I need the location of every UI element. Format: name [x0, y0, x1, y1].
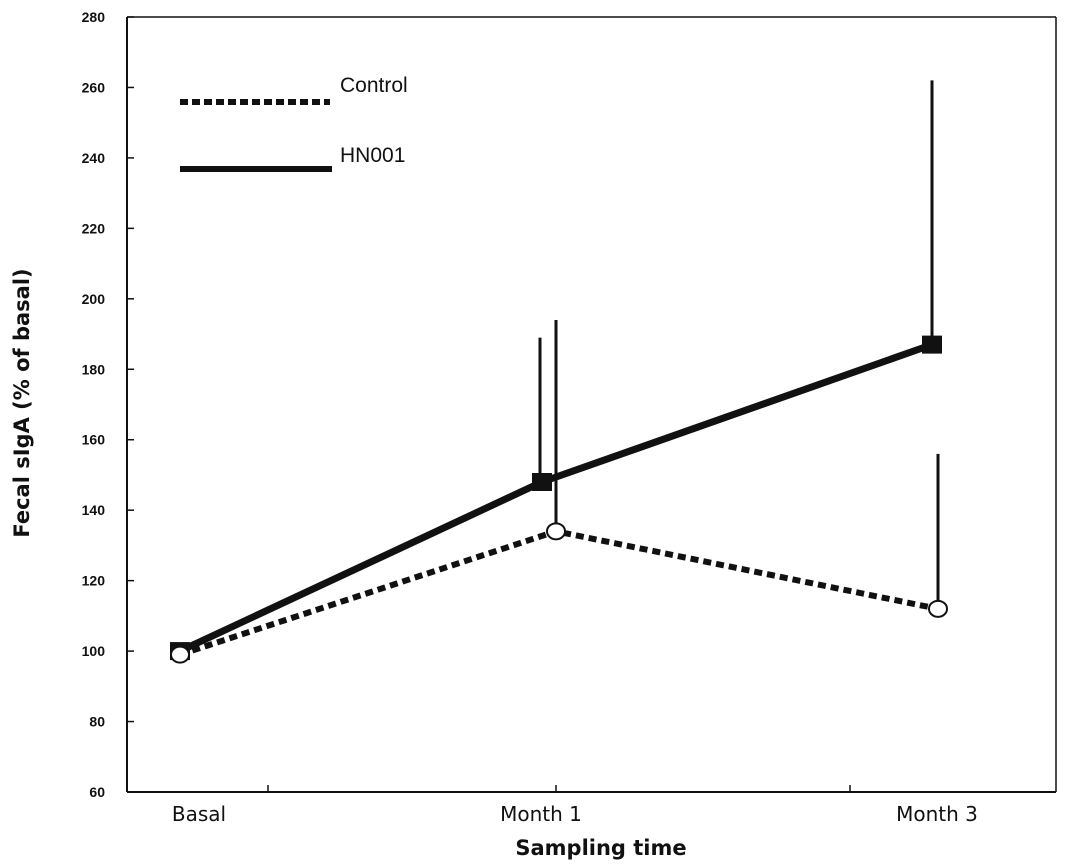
y-tick-label: 180 [82, 361, 106, 377]
x-axis-title: Sampling time [515, 836, 686, 860]
x-tick-label: Basal [172, 802, 226, 826]
axis-ticks: 60 80 100 120 140 160 180 200 220 240 260 280 Basal M… [82, 9, 978, 826]
data-point-control [928, 599, 948, 618]
y-tick-label: 220 [82, 220, 106, 236]
y-axis-title: Fecal sIgA (% of basal) [10, 268, 34, 537]
y-tick-label: 160 [82, 432, 106, 448]
y-tick-label: 120 [82, 573, 106, 589]
data-point-hn001 [532, 473, 552, 491]
series-line-control [179, 528, 939, 658]
y-tick-label: 280 [82, 9, 106, 25]
y-tick-label: 100 [82, 643, 106, 659]
x-tick-label: Month 1 [500, 802, 582, 826]
y-tick-label: 140 [82, 502, 106, 518]
legend-label-hn001: HN001 [340, 144, 405, 167]
x-tick-label: Month 3 [896, 802, 978, 826]
legend: Control HN001 [180, 74, 408, 172]
y-tick-label: 260 [82, 79, 106, 95]
series-lines [178, 341, 939, 658]
series-markers [170, 335, 948, 664]
data-point-control [546, 522, 566, 541]
data-point-control [170, 645, 190, 664]
y-tick-label: 80 [89, 714, 105, 730]
error-bars [538, 80, 940, 609]
y-tick-label: 200 [82, 291, 106, 307]
y-tick-label: 240 [82, 150, 106, 166]
legend-label-control: Control [340, 74, 408, 97]
y-tick-label: 60 [89, 784, 105, 800]
axes [126, 16, 1057, 793]
data-point-hn001 [922, 335, 942, 354]
